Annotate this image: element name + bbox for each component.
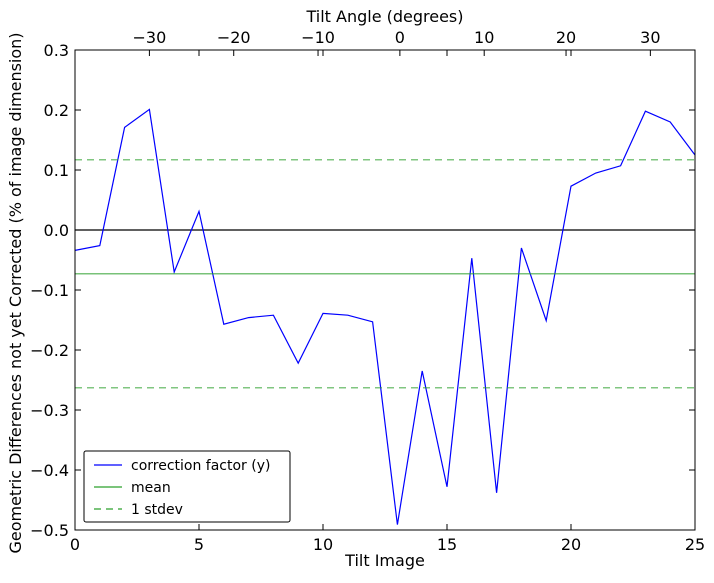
top-x-tick-label: 10 bbox=[474, 28, 494, 47]
legend-label: correction factor (y) bbox=[131, 458, 270, 474]
y-tick-label: −0.4 bbox=[30, 461, 69, 480]
x-tick-label: 0 bbox=[70, 535, 80, 554]
x-tick-label: 5 bbox=[194, 535, 204, 554]
y-tick-label: −0.3 bbox=[30, 401, 69, 420]
top-x-tick-label: 20 bbox=[556, 28, 576, 47]
top-x-tick-label: −10 bbox=[301, 28, 335, 47]
x-tick-label: 20 bbox=[561, 535, 581, 554]
x-axis-label: Tilt Image bbox=[344, 551, 425, 570]
top-x-tick-label: 30 bbox=[640, 28, 660, 47]
top-x-tick-label: −30 bbox=[133, 28, 167, 47]
x-tick-label: 15 bbox=[437, 535, 457, 554]
legend: correction factor (y) mean 1 stdev bbox=[84, 451, 290, 522]
y-axis-label: Geometric Differences not yet Corrected … bbox=[6, 32, 25, 553]
y-tick-label: 0.3 bbox=[44, 41, 69, 60]
x-tick-label: 25 bbox=[685, 535, 705, 554]
y-tick-label: 0.0 bbox=[44, 221, 69, 240]
y-tick-label: 0.1 bbox=[44, 161, 69, 180]
legend-label: 1 stdev bbox=[131, 502, 183, 518]
y-tick-label: 0.2 bbox=[44, 101, 69, 120]
top-x-axis-label: Tilt Angle (degrees) bbox=[305, 7, 463, 26]
y-tick-label: −0.2 bbox=[30, 341, 69, 360]
x-tick-label: 10 bbox=[313, 535, 333, 554]
top-x-tick-label: −20 bbox=[217, 28, 251, 47]
y-tick-label: −0.1 bbox=[30, 281, 69, 300]
legend-label: mean bbox=[131, 480, 171, 496]
y-tick-label: −0.5 bbox=[30, 521, 69, 540]
top-x-tick-label: 0 bbox=[395, 28, 405, 47]
